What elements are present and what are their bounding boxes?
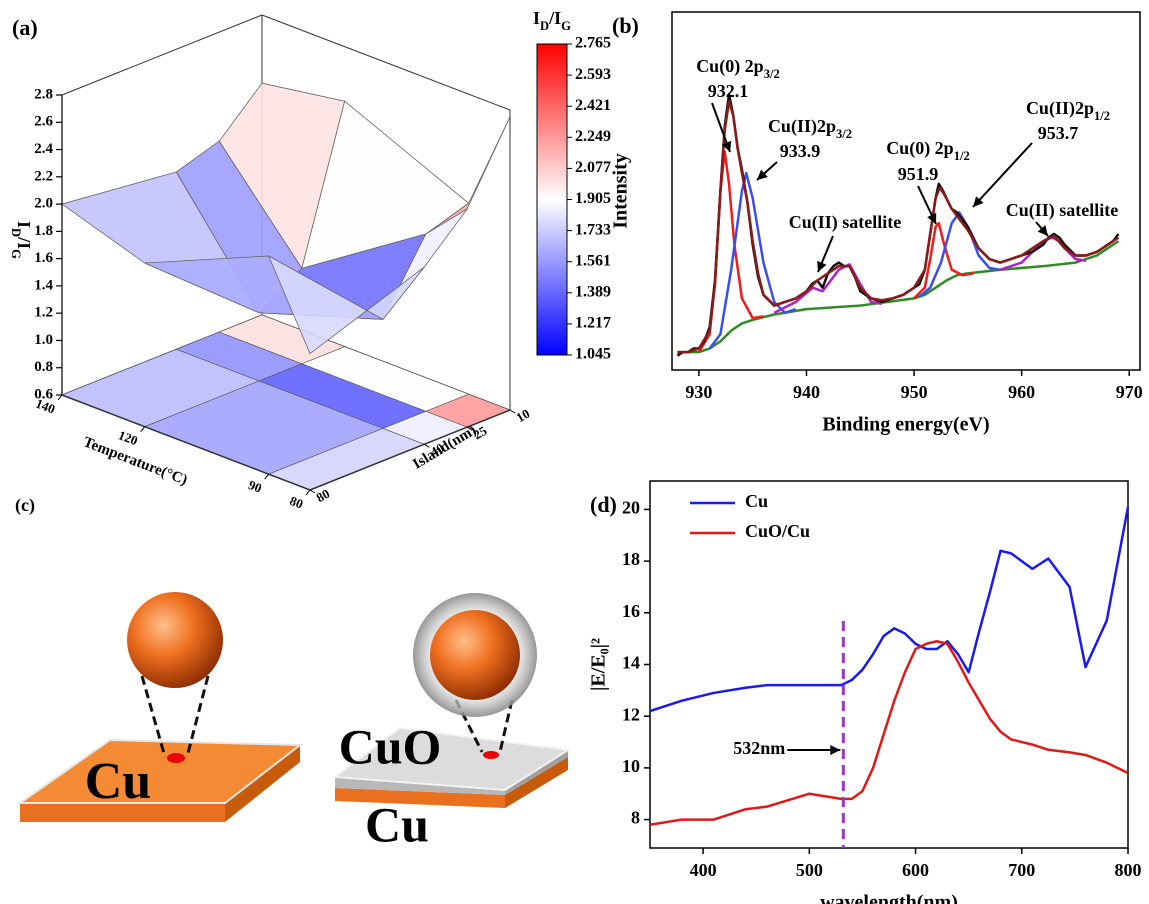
page: (c) Cu CuO Cu (a)0.60.81.01.21.41.61.82.…: [0, 0, 1149, 904]
x-tick-label: 930: [685, 382, 712, 402]
cu-core: [430, 610, 520, 700]
hot-spot: [167, 753, 185, 763]
reference-label: 532nm: [733, 738, 785, 758]
annotation-part: Cu(II) satellite: [1006, 200, 1118, 221]
y-tick-label: 14: [622, 653, 640, 673]
hot-spot: [483, 751, 499, 759]
colorbar-tick-label: 1.733: [575, 221, 611, 238]
z-tick-label: 2.8: [34, 86, 53, 102]
y-tick-label: 18: [622, 549, 640, 569]
z-axis-label-part: /I: [14, 236, 34, 249]
z-tick-label: 1.4: [34, 277, 53, 293]
colorbar-title-part: G: [561, 19, 571, 33]
annotation-part: 1/2: [954, 149, 970, 163]
z-tick-label: 1.0: [34, 332, 53, 348]
colorbar-tick-label: 2.077: [575, 159, 611, 176]
panel-label: (a): [12, 15, 38, 40]
panel-label: (c): [15, 495, 35, 516]
annotation-part: 3/2: [836, 127, 852, 141]
colorbar-tick-label: 1.561: [575, 252, 611, 269]
annotation-value: 953.7: [1038, 123, 1079, 143]
z-tick-label: 1.2: [34, 305, 53, 321]
annotation-part: Cu(II) satellite: [789, 212, 901, 233]
z-axis-label-part: I: [14, 221, 34, 228]
colorbar-tick-label: 2.249: [575, 128, 611, 145]
x-tick-label: 940: [793, 382, 820, 402]
cu-label: Cu: [365, 796, 429, 852]
annotation-part: Cu(II)2p: [1026, 98, 1094, 119]
colorbar: [537, 44, 567, 355]
legend-label: Cu: [745, 491, 768, 511]
x-tick-label: 960: [1008, 382, 1035, 402]
panel-label: (d): [590, 492, 617, 517]
annotation-part: Cu(II)2p: [768, 116, 836, 137]
y-tick-label: 12: [622, 704, 640, 724]
annotation-part: 3/2: [764, 67, 780, 81]
figure: (c) Cu CuO Cu (a)0.60.81.01.21.41.61.82.…: [0, 0, 1149, 904]
colorbar-tick-label: 1.905: [575, 190, 611, 207]
x-axis-label: wavelength(nm): [820, 892, 958, 904]
z-tick-label: 2.2: [34, 168, 53, 184]
x-tick-label: 970: [1116, 382, 1143, 402]
z-axis-label-part: G: [9, 249, 23, 259]
z-axis-label-part: D: [9, 228, 23, 237]
panel-label: (b): [612, 13, 639, 38]
colorbar-tick-label: 2.593: [575, 66, 611, 83]
colorbar-tick-label: 1.045: [575, 346, 611, 363]
cuo-label: CuO: [339, 718, 442, 774]
annotation-value: 932.1: [708, 81, 749, 101]
annotation-part: Cu(0) 2p: [886, 138, 954, 159]
annotation: Cu(II) satellite: [1006, 200, 1118, 221]
x-tick-label: 950: [901, 382, 928, 402]
annotation-part: 1/2: [1094, 109, 1110, 123]
x-tick-label: 500: [796, 860, 823, 880]
y-tick-label: 16: [622, 601, 640, 621]
colorbar-tick-label: 1.389: [575, 283, 611, 300]
cu-sphere: [127, 592, 223, 688]
colorbar-tick-label: 2.421: [575, 97, 611, 114]
y-tick-label: 10: [622, 756, 640, 776]
colorbar-title-part: I: [533, 8, 540, 28]
annotation: Cu(II) satellite: [789, 212, 901, 233]
x-axis-label: Binding energy(eV): [822, 414, 989, 436]
x-tick-label: 700: [1008, 860, 1035, 880]
colorbar-tick-label: 2.765: [575, 35, 611, 52]
annotation-value: 933.9: [780, 141, 821, 161]
y-axis-label: Intensity: [610, 153, 632, 229]
z-tick-label: 2.4: [34, 141, 53, 157]
x-tick-label: 600: [902, 860, 929, 880]
x-tick-label: 800: [1115, 860, 1142, 880]
z-tick-label: 1.8: [34, 223, 53, 239]
annotation-value: 951.9: [898, 164, 939, 184]
legend-label: CuO/Cu: [745, 521, 810, 541]
colorbar-tick-label: 1.217: [575, 315, 611, 332]
y-tick-label: 20: [622, 498, 640, 518]
colorbar-title-part: /I: [548, 8, 561, 28]
z-tick-label: 2.6: [34, 114, 53, 130]
z-tick-label: 2.0: [34, 196, 53, 212]
annotation-part: Cu(0) 2p: [696, 56, 764, 77]
x-tick-label: 400: [690, 860, 717, 880]
cu-label: Cu: [85, 753, 151, 810]
z-tick-label: 0.8: [34, 359, 53, 375]
y-tick-label: 8: [631, 808, 640, 828]
colorbar-title-part: D: [540, 19, 549, 33]
z-tick-label: 1.6: [34, 250, 53, 266]
y-axis-label: |E/E₀|²: [588, 638, 610, 691]
